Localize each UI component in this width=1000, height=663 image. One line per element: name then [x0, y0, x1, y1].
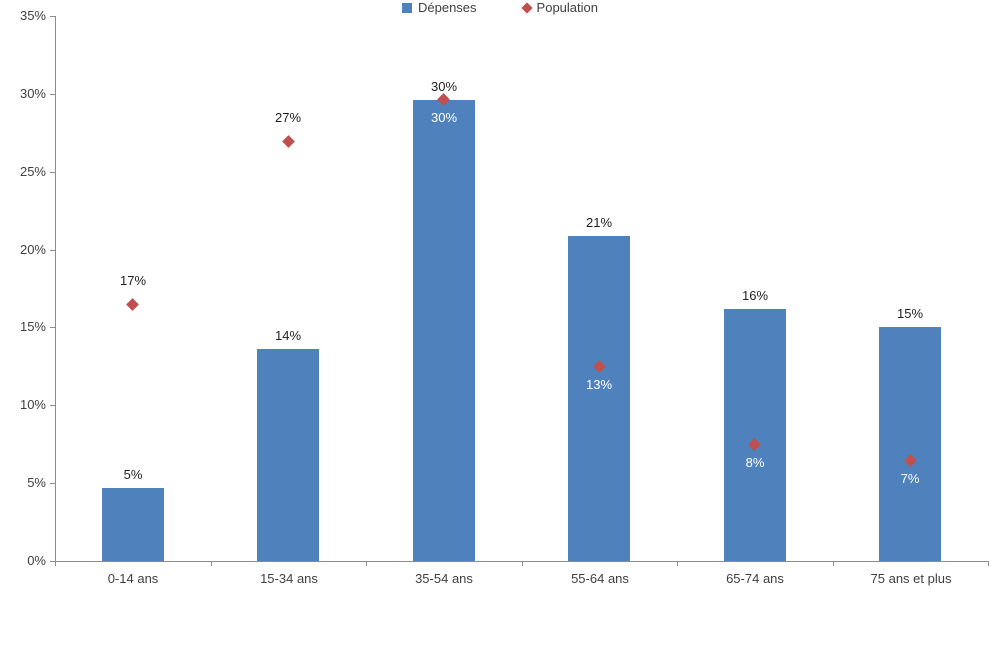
x-tick-mark	[211, 561, 212, 566]
y-tick-mark	[50, 172, 55, 173]
x-tick-mark	[988, 561, 989, 566]
x-axis-category-label: 0-14 ans	[107, 571, 159, 586]
bar	[568, 236, 630, 561]
x-axis-category-label: 35-54 ans	[415, 571, 473, 586]
x-axis-category-label: 55-64 ans	[571, 571, 629, 586]
y-axis-tick-label: 35%	[19, 8, 46, 23]
bar	[879, 327, 941, 561]
legend-item-population: Population	[520, 0, 598, 15]
bar	[724, 309, 786, 561]
y-tick-mark	[50, 94, 55, 95]
x-tick-mark	[833, 561, 834, 566]
bar	[413, 100, 475, 561]
x-tick-mark	[677, 561, 678, 566]
y-tick-mark	[50, 327, 55, 328]
y-tick-mark	[50, 483, 55, 484]
y-axis-tick-label: 15%	[19, 319, 46, 334]
x-axis-category-label: 65-74 ans	[726, 571, 784, 586]
y-axis-tick-label: 20%	[19, 242, 46, 257]
bar-value-label: 15%	[896, 306, 924, 321]
y-axis-line	[55, 16, 56, 562]
x-axis-category-label: 15-34 ans	[260, 571, 318, 586]
y-tick-mark	[50, 561, 55, 562]
y-axis-tick-label: 0%	[27, 553, 46, 568]
population-value-label: 8%	[745, 455, 765, 470]
population-value-label: 30%	[430, 110, 458, 125]
y-axis-tick-label: 30%	[19, 86, 46, 101]
bar-value-label: 21%	[585, 215, 613, 230]
population-value-label: 17%	[119, 273, 147, 288]
y-tick-mark	[50, 250, 55, 251]
legend-population-diamond-icon	[520, 1, 533, 14]
y-axis-tick-label: 10%	[19, 397, 46, 412]
x-tick-mark	[366, 561, 367, 566]
y-tick-mark	[50, 405, 55, 406]
legend: Dépenses Population	[0, 0, 1000, 15]
bar	[102, 488, 164, 561]
population-value-label: 13%	[585, 377, 613, 392]
x-axis-category-label: 75 ans et plus	[870, 571, 952, 586]
bar-value-label: 14%	[274, 328, 302, 343]
legend-label-depenses: Dépenses	[418, 0, 477, 15]
bar	[257, 349, 319, 561]
population-diamond-icon	[126, 297, 139, 311]
x-tick-mark	[55, 561, 56, 566]
bar-value-label: 30%	[430, 79, 458, 94]
bar-value-label: 5%	[123, 467, 143, 482]
bar-value-label: 16%	[741, 288, 769, 303]
x-tick-mark	[522, 561, 523, 566]
legend-label-population: Population	[536, 0, 598, 15]
y-axis-tick-label: 5%	[27, 475, 46, 490]
population-diamond-icon	[282, 134, 295, 148]
legend-item-depenses: Dépenses	[402, 0, 477, 15]
population-value-label: 7%	[900, 471, 920, 486]
y-tick-mark	[50, 16, 55, 17]
y-axis-tick-label: 25%	[19, 164, 46, 179]
legend-depenses-square-icon	[402, 2, 412, 13]
population-value-label: 27%	[274, 110, 302, 125]
